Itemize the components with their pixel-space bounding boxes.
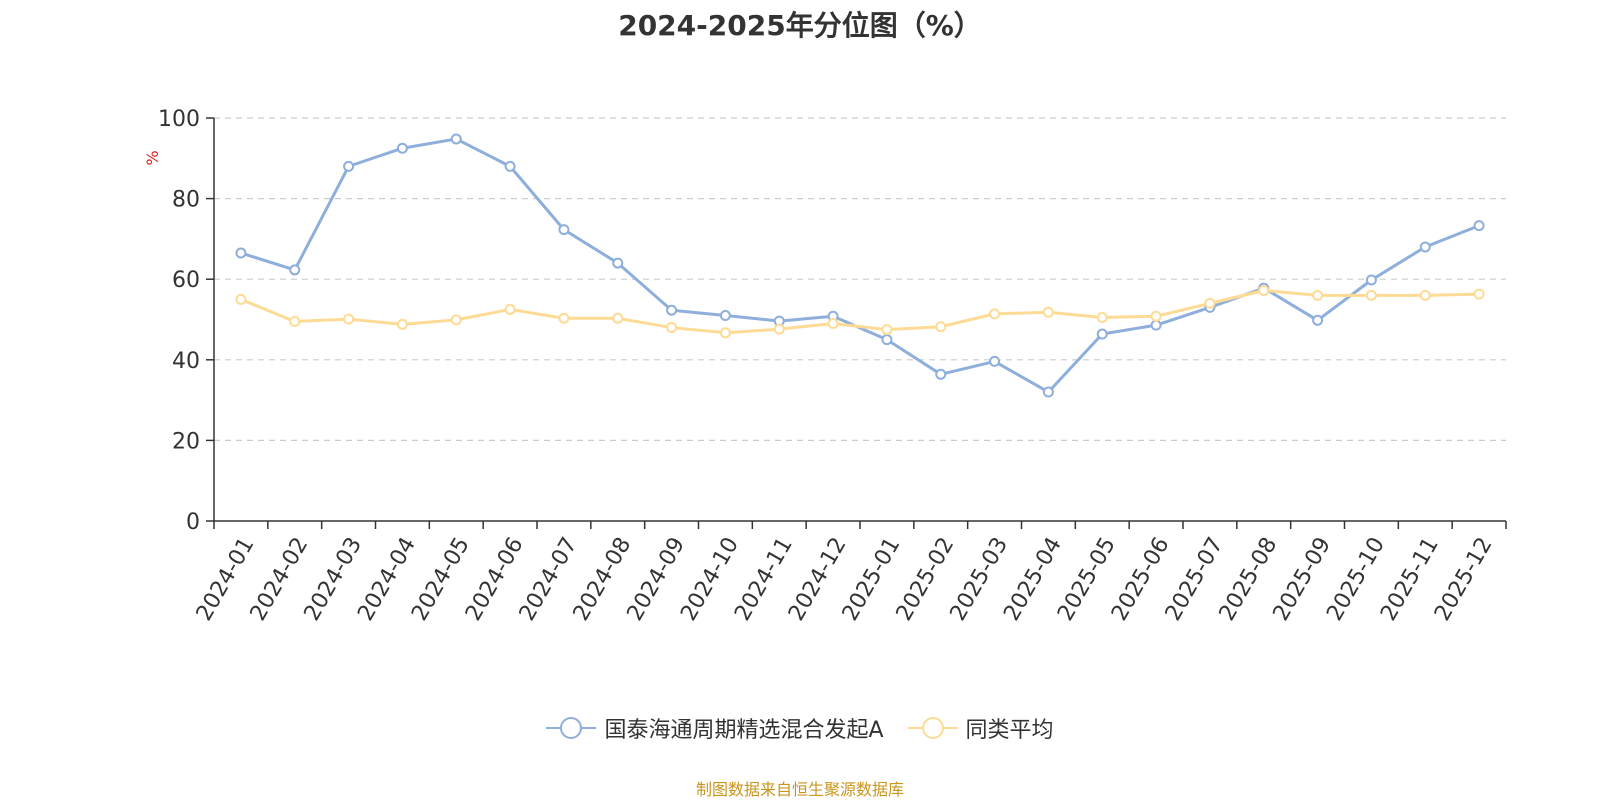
series-0-point [989, 355, 1001, 367]
legend-swatch-average-icon [907, 717, 958, 739]
series-1-point [1258, 284, 1270, 296]
series-0-point [289, 264, 301, 276]
y-tick-label: 100 [158, 107, 200, 132]
series-0-point [1042, 386, 1054, 398]
legend-label-average: 同类平均 [965, 718, 1054, 743]
series-1-point [343, 313, 355, 325]
legend-item-average[interactable]: 同类平均 [907, 712, 1054, 744]
series-0-point [396, 142, 408, 154]
series-0-point [666, 304, 678, 316]
series-0-point [935, 368, 947, 380]
y-axis-unit-label: % [143, 150, 162, 165]
series-0-point [612, 257, 624, 269]
series-0-point [450, 133, 462, 145]
series-1-point [827, 318, 839, 330]
series-1-point [1096, 311, 1108, 323]
series-line-1 [240, 288, 1480, 335]
legend-item-fund[interactable]: 国泰海通周期精选混合发起A [546, 712, 884, 744]
chart-title: 2024-2025年分位图（%） [618, 9, 982, 42]
series-line-0 [240, 137, 1480, 394]
legend-swatch-fund-icon [546, 717, 597, 739]
series-1-point [1042, 306, 1054, 318]
series-0-point [343, 160, 355, 172]
legend: 国泰海通周期精选混合发起A 同类平均 [0, 708, 1600, 748]
series-0-point [1312, 314, 1324, 326]
series-1-point [289, 316, 301, 328]
series-1-point [1204, 297, 1216, 309]
series-0-point [558, 224, 570, 236]
series-1-point [935, 321, 947, 333]
series-1-point [1473, 288, 1485, 300]
series-0-point [881, 334, 893, 346]
series-1-point [719, 327, 731, 339]
series-1-point [773, 323, 785, 335]
series-1-point [450, 314, 462, 326]
series-0-point [504, 160, 516, 172]
line-chart: 0204060801002024-012024-022024-032024-04… [143, 107, 1507, 625]
series-0-point [1365, 274, 1377, 286]
y-tick-label: 20 [172, 429, 200, 454]
series-0-point [1473, 220, 1485, 232]
series-0-point [1419, 241, 1431, 253]
series-1-point [396, 318, 408, 330]
series-1-point [504, 303, 516, 315]
series-1-point [558, 312, 570, 324]
y-tick-label: 60 [172, 268, 200, 293]
series-0-point [719, 309, 731, 321]
series-1-point [235, 293, 247, 305]
axes: 0204060801002024-012024-022024-032024-04… [158, 107, 1507, 625]
source-note: 制图数据来自恒生聚源数据库 [695, 780, 904, 799]
series-1-point [1419, 289, 1431, 301]
legend-label-fund: 国泰海通周期精选混合发起A [604, 718, 884, 743]
series-1-point [612, 312, 624, 324]
y-tick-label: 80 [172, 188, 200, 213]
series-lines [240, 137, 1480, 394]
series-0-point [235, 247, 247, 259]
series-1-point [1312, 289, 1324, 301]
series-1-point [1150, 310, 1162, 322]
y-tick-label: 40 [172, 349, 200, 374]
series-1-point [666, 322, 678, 334]
y-tick-label: 0 [186, 510, 200, 535]
series-0-point [1096, 328, 1108, 340]
series-points [235, 133, 1485, 398]
series-1-point [881, 324, 893, 336]
series-1-point [989, 308, 1001, 320]
series-0-point [1150, 319, 1162, 331]
grid-lines [214, 117, 1506, 441]
series-1-point [1365, 289, 1377, 301]
